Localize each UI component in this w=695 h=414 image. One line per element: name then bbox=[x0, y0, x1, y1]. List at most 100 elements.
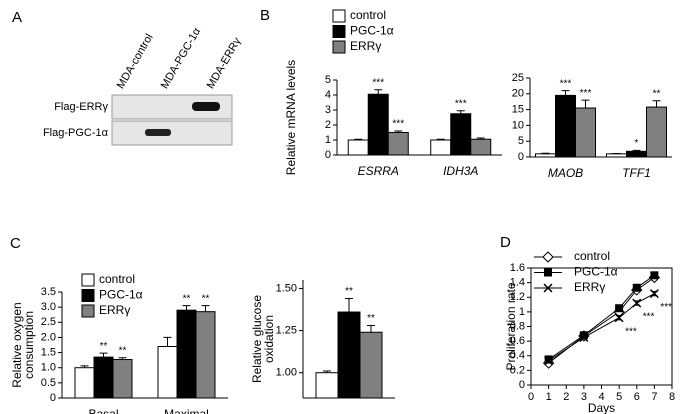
bar bbox=[347, 139, 369, 156]
significance: ** bbox=[367, 313, 375, 324]
significance: ** bbox=[653, 88, 661, 99]
error-bar bbox=[581, 99, 590, 109]
significance: *** bbox=[560, 78, 572, 89]
blot-band bbox=[192, 102, 220, 111]
bar bbox=[157, 346, 178, 399]
error-bar bbox=[632, 149, 641, 152]
y-tick-label: 1 bbox=[325, 134, 331, 146]
point bbox=[632, 298, 642, 308]
point bbox=[579, 331, 588, 340]
y-axis-label: Relative mRNA levels bbox=[284, 60, 298, 175]
error-bar bbox=[436, 138, 445, 140]
error-bar bbox=[118, 357, 127, 360]
point bbox=[544, 356, 554, 366]
bar bbox=[367, 93, 389, 156]
y-tick-label: 0.2 bbox=[510, 364, 525, 376]
y-tick-label: 25 bbox=[512, 72, 524, 84]
error-bar bbox=[561, 90, 570, 96]
error-bar bbox=[182, 305, 191, 311]
bar bbox=[430, 139, 452, 156]
x-tick-label: TFF1 bbox=[622, 166, 651, 180]
point bbox=[544, 268, 552, 277]
y-axis-label: consumption bbox=[22, 311, 36, 379]
legend-swatch bbox=[332, 25, 346, 38]
y-axis-label: Proliferation rate bbox=[504, 282, 518, 370]
legend-swatch bbox=[81, 273, 95, 287]
y-tick-label: 5 bbox=[325, 74, 331, 86]
legend-label: ERRγ bbox=[574, 280, 605, 294]
y-tick-label: 0.4 bbox=[510, 350, 525, 362]
blot-column-label: MDA-ERRγ bbox=[205, 35, 244, 91]
x-tick-label: 0 bbox=[528, 391, 534, 403]
bar bbox=[93, 356, 114, 399]
x-tick-label: 1 bbox=[546, 391, 552, 403]
y-tick-label: 2.0 bbox=[41, 331, 56, 343]
x-tick-label: 7 bbox=[651, 391, 657, 403]
significance: *** bbox=[455, 98, 467, 109]
line bbox=[548, 293, 655, 362]
y-tick-label: 1.6 bbox=[510, 262, 525, 274]
error-bar bbox=[367, 325, 375, 333]
error-bar bbox=[80, 365, 89, 368]
y-tick-label: 0 bbox=[518, 151, 524, 163]
point bbox=[542, 251, 554, 263]
error-bar bbox=[201, 305, 210, 312]
significance: *** bbox=[660, 302, 672, 313]
y-tick-label: 0 bbox=[519, 379, 525, 391]
y-tick-label: 0.8 bbox=[510, 320, 525, 332]
error-bar bbox=[345, 298, 353, 313]
x-tick-label: 4 bbox=[598, 391, 604, 403]
y-tick-label: 3.0 bbox=[41, 301, 56, 313]
y-tick-label: 5 bbox=[518, 135, 524, 147]
y-tick-label: 15 bbox=[512, 104, 524, 116]
legend-label: PGC-1α bbox=[99, 288, 143, 302]
y-tick-label: 1 bbox=[519, 306, 525, 318]
point bbox=[579, 332, 589, 342]
legend-label: PGC-1α bbox=[350, 24, 394, 38]
point bbox=[650, 271, 659, 280]
bar bbox=[359, 331, 383, 399]
bar bbox=[195, 311, 216, 399]
panel-label: C bbox=[10, 235, 21, 252]
significance: ** bbox=[119, 345, 127, 356]
bar bbox=[575, 107, 596, 158]
significance: ** bbox=[345, 286, 353, 297]
y-tick-label: 20 bbox=[512, 88, 524, 100]
y-tick-label: 4 bbox=[325, 89, 331, 101]
error-bar bbox=[476, 137, 485, 140]
significance: ** bbox=[202, 293, 210, 304]
x-tick-label: ESRRA bbox=[358, 164, 399, 178]
bar bbox=[176, 309, 197, 399]
legend-label: control bbox=[574, 249, 610, 263]
x-tick-label: 5 bbox=[616, 391, 622, 403]
y-tick-label: 1.25 bbox=[276, 324, 297, 336]
x-tick-label: 6 bbox=[634, 391, 640, 403]
significance: *** bbox=[372, 77, 384, 88]
bar bbox=[315, 372, 339, 399]
bar bbox=[337, 311, 361, 399]
x-axis-label: Days bbox=[588, 401, 615, 414]
point bbox=[632, 283, 641, 292]
bar bbox=[450, 113, 472, 156]
point bbox=[614, 313, 624, 323]
bar bbox=[555, 94, 576, 158]
blot-row-label: Flag-PGC-1α bbox=[43, 127, 109, 139]
x-tick-label: Basal bbox=[88, 407, 118, 414]
error-bar bbox=[456, 110, 465, 114]
x-tick-label: IDH3A bbox=[443, 164, 478, 178]
y-tick-label: 1.2 bbox=[510, 291, 525, 303]
x-tick-label: 8 bbox=[669, 391, 675, 403]
y-tick-label: 0.6 bbox=[510, 335, 525, 347]
point bbox=[615, 304, 624, 313]
bar bbox=[470, 138, 492, 156]
y-axis-label: oxidation bbox=[262, 315, 276, 363]
error-bar bbox=[652, 100, 661, 108]
bar bbox=[626, 150, 647, 158]
error-bar bbox=[99, 352, 108, 358]
panel-label: D bbox=[500, 234, 511, 251]
significance: *** bbox=[580, 88, 592, 99]
significance: *** bbox=[392, 119, 404, 130]
blot-band bbox=[145, 129, 171, 136]
y-axis-label: Relative oxygen bbox=[10, 302, 24, 387]
